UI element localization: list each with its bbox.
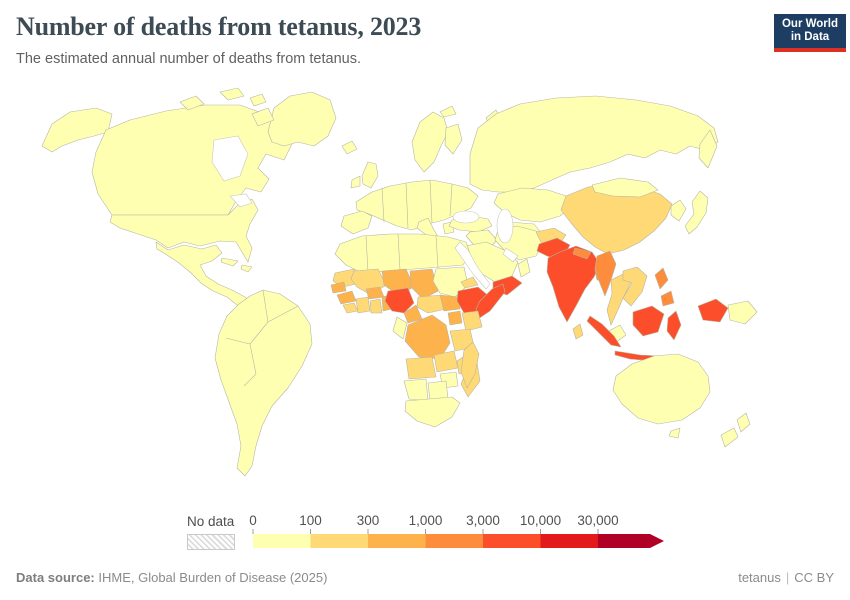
tetanus-link[interactable]: tetanus bbox=[738, 570, 781, 585]
persian-gulf bbox=[502, 247, 519, 263]
country-indochina[interactable] bbox=[622, 266, 648, 307]
no-data-label: No data bbox=[187, 514, 235, 529]
legend-tick-label: 3,000 bbox=[466, 513, 500, 528]
country-chad[interactable] bbox=[409, 268, 439, 300]
country-iceland[interactable] bbox=[341, 140, 358, 155]
country-burkina-faso[interactable] bbox=[365, 286, 385, 300]
data-source-label: Data source: bbox=[16, 570, 95, 585]
footer-links: tetanus | CC BY bbox=[738, 570, 834, 585]
page-subtitle: The estimated annual number of deaths fr… bbox=[16, 51, 361, 67]
country-scandinavia[interactable] bbox=[411, 111, 449, 173]
country-mexico-central-america[interactable] bbox=[155, 241, 253, 311]
legend-bin-0-100[interactable] bbox=[253, 534, 311, 548]
red-sea bbox=[454, 241, 491, 290]
world-map[interactable] bbox=[0, 84, 850, 506]
region-south-america[interactable] bbox=[214, 289, 313, 477]
country-tasmania[interactable] bbox=[668, 427, 681, 439]
country-japan[interactable] bbox=[684, 190, 709, 235]
data-source-text: IHME, Global Burden of Disease (2025) bbox=[98, 570, 328, 585]
country-australia[interactable] bbox=[612, 353, 711, 425]
country-cote-divoire[interactable] bbox=[355, 296, 371, 314]
country-sierra-leone[interactable] bbox=[342, 302, 359, 314]
country-myanmar[interactable] bbox=[594, 250, 617, 297]
country-south-africa[interactable] bbox=[404, 396, 461, 428]
country-mindanao[interactable] bbox=[660, 290, 675, 307]
no-data-swatch[interactable] bbox=[187, 534, 235, 550]
country-ireland[interactable] bbox=[350, 175, 361, 189]
legend-bin-30,000+[interactable] bbox=[598, 534, 664, 548]
legend-tick-label: 100 bbox=[299, 513, 322, 528]
country-nepal[interactable] bbox=[572, 247, 592, 260]
country-somalia[interactable] bbox=[475, 283, 506, 320]
country-luzon[interactable] bbox=[654, 267, 669, 290]
arctic-islands bbox=[179, 87, 501, 127]
country-eritrea[interactable] bbox=[460, 276, 479, 289]
country-south-sudan[interactable] bbox=[439, 294, 461, 312]
owid-logo-line1: Our World bbox=[781, 18, 838, 30]
country-car[interactable] bbox=[416, 294, 447, 314]
country-ghana[interactable] bbox=[369, 298, 383, 314]
country-kazakhstan[interactable] bbox=[493, 187, 573, 223]
country-namibia[interactable] bbox=[403, 378, 429, 402]
country-zambia[interactable] bbox=[433, 350, 459, 373]
country-gabon-congo[interactable] bbox=[392, 316, 408, 340]
country-usa[interactable] bbox=[109, 198, 259, 263]
legend-tick-label: 30,000 bbox=[577, 513, 618, 528]
legend-tick-label: 1,000 bbox=[409, 513, 443, 528]
hudson-bay bbox=[211, 135, 249, 182]
country-india[interactable] bbox=[546, 245, 601, 323]
great-lakes bbox=[229, 193, 253, 208]
south-america-borders bbox=[225, 289, 299, 387]
legend-bin-10,000-30,000[interactable] bbox=[540, 534, 599, 548]
country-oman[interactable] bbox=[517, 258, 531, 278]
black-sea bbox=[452, 210, 480, 224]
country-finland[interactable] bbox=[444, 123, 463, 155]
legend-bin-3,000-10,000[interactable] bbox=[483, 534, 541, 548]
legend-tick-label: 10,000 bbox=[520, 513, 561, 528]
color-scale-legend[interactable]: 0 100 300 1,000 3,000 10,000 30,000 bbox=[245, 512, 675, 552]
legend-tick-label: 0 bbox=[249, 513, 257, 528]
europe-borders bbox=[381, 179, 453, 229]
country-guinea[interactable] bbox=[336, 290, 357, 305]
country-sulawesi[interactable] bbox=[666, 310, 682, 341]
country-uganda[interactable] bbox=[447, 310, 463, 326]
north-africa-borders bbox=[365, 233, 439, 273]
country-png[interactable] bbox=[727, 300, 758, 325]
page-title: Number of deaths from tetanus, 2023 bbox=[16, 12, 422, 41]
country-hispaniola[interactable] bbox=[240, 264, 253, 273]
data-source: Data source: IHME, Global Burden of Dise… bbox=[16, 570, 327, 585]
country-borneo[interactable] bbox=[632, 305, 665, 337]
country-kenya[interactable] bbox=[461, 310, 483, 332]
country-nz-south[interactable] bbox=[720, 427, 739, 448]
country-russia[interactable] bbox=[469, 95, 719, 193]
legend-tick-label: 300 bbox=[357, 513, 380, 528]
country-sri-lanka[interactable] bbox=[572, 323, 584, 340]
owid-logo-line2: in Data bbox=[790, 31, 830, 43]
country-mongolia[interactable] bbox=[591, 177, 659, 198]
country-angola[interactable] bbox=[405, 356, 437, 380]
country-uk[interactable] bbox=[361, 161, 379, 189]
country-kamchatka[interactable] bbox=[698, 129, 718, 169]
country-cuba[interactable] bbox=[220, 257, 239, 267]
cc-by-link[interactable]: CC BY bbox=[794, 570, 834, 585]
country-drc[interactable] bbox=[404, 314, 451, 360]
country-nz-north[interactable] bbox=[736, 412, 751, 433]
footer-separator: | bbox=[785, 570, 790, 585]
country-sumatra[interactable] bbox=[586, 315, 622, 348]
legend-bin-100-300[interactable] bbox=[310, 534, 369, 548]
legend-bin-300-1,000[interactable] bbox=[368, 534, 426, 548]
country-madagascar[interactable] bbox=[460, 341, 480, 389]
caspian-sea bbox=[496, 208, 514, 244]
country-west-papua[interactable] bbox=[697, 298, 729, 323]
country-senegal[interactable] bbox=[330, 281, 347, 294]
owid-logo[interactable]: Our World in Data bbox=[774, 14, 846, 52]
country-greenland[interactable] bbox=[267, 91, 337, 147]
region-north-africa[interactable] bbox=[334, 233, 471, 274]
region-iberia[interactable] bbox=[340, 210, 373, 235]
country-korea[interactable] bbox=[670, 199, 687, 222]
legend-bin-1,000-3,000[interactable] bbox=[425, 534, 484, 548]
